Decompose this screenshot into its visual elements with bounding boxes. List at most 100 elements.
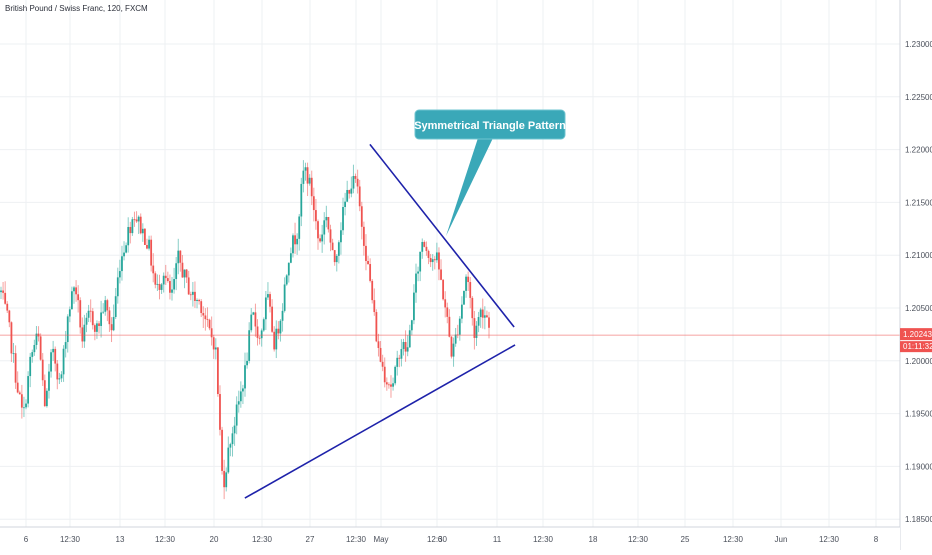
candle-up	[281, 310, 284, 321]
candle-up	[214, 347, 217, 350]
candle-up	[335, 255, 338, 263]
candle-down	[219, 394, 221, 430]
price-axis-panel	[900, 0, 932, 550]
price-tick-label: 1.19000	[905, 462, 932, 471]
candle-up	[252, 312, 255, 315]
candle-up	[460, 304, 463, 319]
candle-up	[264, 297, 267, 320]
candle-down	[43, 380, 46, 407]
candle-up	[123, 252, 125, 257]
candle-down	[371, 280, 374, 301]
candle-down	[164, 275, 167, 279]
candle-up	[52, 348, 55, 353]
candle-down	[91, 311, 94, 326]
candle-up	[415, 273, 417, 293]
candle-down	[329, 229, 332, 243]
time-tick-label: 13	[116, 535, 125, 544]
candle-down	[110, 324, 113, 331]
candle-up	[177, 250, 180, 264]
candle-up	[160, 284, 163, 290]
candle-down	[367, 260, 369, 265]
time-tick-label: 25	[681, 535, 690, 544]
candle-up	[463, 290, 465, 305]
candle-up	[246, 360, 248, 366]
callout-box	[414, 109, 566, 140]
candle-down	[481, 309, 484, 318]
drawings[interactable]: Symmetrical Triangle Pattern	[0, 109, 900, 499]
candle-up	[12, 353, 15, 355]
callout-annotation[interactable]: Symmetrical Triangle Pattern	[414, 109, 566, 236]
candle-down	[20, 394, 23, 408]
candle-up	[64, 342, 67, 349]
candle-down	[2, 290, 4, 293]
candle-up	[127, 226, 130, 246]
candle-up	[279, 320, 282, 334]
countdown-label: 01:11:32	[903, 342, 932, 351]
candle-down	[269, 294, 271, 307]
candle-up	[323, 220, 326, 235]
candle-up	[285, 275, 288, 285]
candle-down	[315, 210, 317, 222]
time-tick-label: 12:30	[252, 535, 273, 544]
candle-up	[114, 296, 117, 317]
candle-up	[66, 316, 69, 343]
candle-down	[469, 282, 472, 298]
candle-down	[158, 283, 161, 290]
candle-up	[475, 325, 478, 338]
candle-down	[139, 216, 142, 234]
candle-down	[404, 342, 407, 352]
candle-up	[96, 323, 98, 332]
candle-down	[354, 176, 357, 179]
candle-down	[429, 257, 432, 263]
candle-down	[375, 312, 378, 342]
candle-up	[48, 371, 50, 391]
candle-down	[179, 250, 182, 263]
candle-down	[210, 328, 213, 338]
trendline-lower[interactable]	[244, 344, 516, 499]
candle-down	[473, 318, 476, 338]
candle-up	[340, 230, 342, 243]
candle-down	[369, 264, 372, 281]
price-tick-label: 1.22000	[905, 146, 932, 155]
candle-down	[446, 307, 449, 317]
candle-down	[381, 361, 384, 367]
candle-up	[483, 315, 486, 318]
candle-up	[413, 292, 415, 321]
candle-down	[448, 316, 451, 337]
candle-down	[181, 262, 184, 278]
candle-up	[431, 259, 434, 263]
candle-down	[377, 341, 380, 348]
candle-up	[171, 289, 173, 293]
candle-up	[452, 343, 455, 357]
candle-up	[112, 316, 115, 331]
candle-down	[427, 250, 430, 258]
trendline-upper[interactable]	[369, 143, 515, 328]
candle-down	[39, 336, 42, 360]
candle-up	[62, 348, 65, 375]
candle-down	[150, 239, 153, 266]
candle-up	[173, 279, 175, 290]
candle-up	[410, 320, 413, 331]
candle-up	[25, 403, 27, 408]
candle-up	[71, 291, 73, 310]
candle-down	[358, 186, 361, 207]
candle-up	[292, 235, 294, 254]
candle-up	[262, 319, 265, 331]
candle-up	[118, 271, 121, 278]
candle-down	[254, 312, 257, 327]
candle-down	[331, 242, 334, 251]
candle-up	[337, 242, 340, 256]
candle-up	[191, 291, 194, 295]
candle-up	[283, 284, 286, 311]
candle-down	[362, 226, 365, 246]
candle-down	[271, 306, 274, 332]
candle-up	[131, 219, 134, 234]
candle-down	[348, 190, 351, 194]
candle-down	[41, 359, 44, 381]
candle-down	[277, 328, 280, 334]
candle-down	[319, 238, 321, 242]
candle-down	[152, 265, 155, 274]
